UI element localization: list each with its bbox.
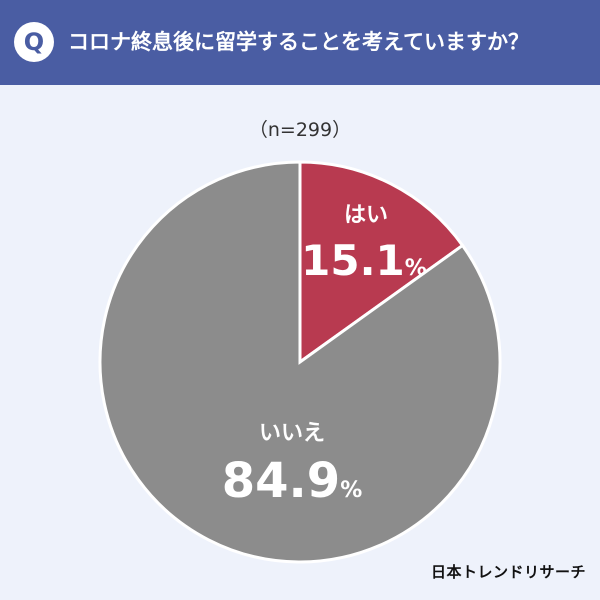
slice-category-label: はい (344, 203, 388, 228)
slice-value-label: 15.1% (301, 236, 427, 285)
question-text: コロナ終息後に留学することを考えていますか？ (68, 30, 529, 54)
slice-category-label: いいえ (259, 421, 325, 446)
pie-slice-no (98, 160, 502, 564)
pie-slice-yes (298, 160, 465, 365)
question-badge: Q (14, 22, 54, 62)
question-header: Q コロナ終息後に留学することを考えていますか？ (0, 0, 600, 85)
brand-logo: 日本トレンドリサーチ (430, 563, 586, 581)
sample-size-label: （n=299） (248, 119, 352, 141)
slice-value-label: 84.9% (222, 453, 362, 509)
